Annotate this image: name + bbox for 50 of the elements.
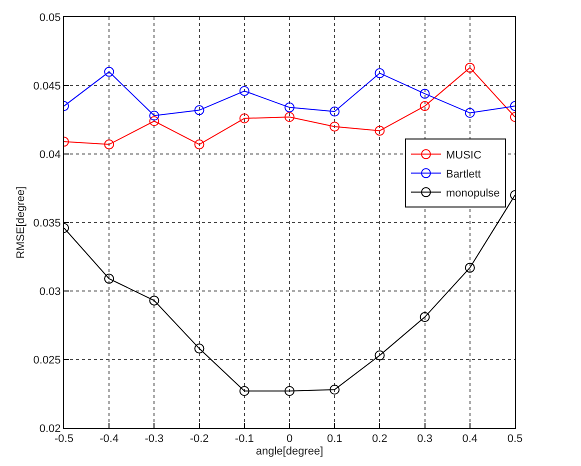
point <box>374 68 385 78</box>
point <box>194 105 204 116</box>
point <box>239 86 250 96</box>
y-axis-title: RMSE[degree] <box>14 186 27 259</box>
y-tick-label: 0.025 <box>33 354 61 366</box>
point <box>149 110 160 121</box>
point <box>104 274 114 284</box>
point <box>330 384 340 395</box>
point <box>420 312 430 322</box>
point <box>104 139 114 150</box>
point <box>330 122 340 132</box>
x-tick-label: 0 <box>286 433 293 446</box>
point <box>420 101 430 112</box>
point <box>284 386 294 396</box>
point <box>420 88 430 99</box>
x-tick-label: -0.4 <box>100 433 119 446</box>
point <box>464 262 475 273</box>
y-tick-label: 0.045 <box>33 80 61 92</box>
point <box>239 113 250 124</box>
y-tick-label: 0.02 <box>39 422 61 435</box>
point <box>330 106 340 117</box>
x-tick-label: -0.3 <box>144 433 164 446</box>
x-tick-label: 0.5 <box>507 433 523 446</box>
point <box>374 350 385 360</box>
x-axis-title: angle[degree] <box>256 445 324 458</box>
point <box>104 66 114 77</box>
point <box>464 108 475 118</box>
legend-label: monopulse <box>446 187 500 200</box>
y-tick-label: 0.035 <box>33 217 61 230</box>
x-tick-label: -0.1 <box>234 433 254 446</box>
point <box>149 116 160 126</box>
y-tick-label: 0.03 <box>39 286 61 298</box>
point <box>284 112 294 122</box>
x-tick-label: 0.3 <box>417 433 432 446</box>
point <box>194 344 204 354</box>
x-tick-label: 0.2 <box>372 433 388 446</box>
x-tick-label: -0.2 <box>190 433 209 446</box>
x-tick-label: -0.5 <box>54 433 74 446</box>
point <box>149 296 160 306</box>
y-tick-label: 0.04 <box>39 148 61 161</box>
point <box>464 62 475 73</box>
x-tick-label: 0.1 <box>326 433 342 446</box>
legend-label: Bartlett <box>446 168 481 180</box>
legend-label: MUSIC <box>446 149 482 162</box>
x-tick-label: 0.4 <box>462 433 478 446</box>
point <box>374 126 385 136</box>
point <box>194 139 204 150</box>
point <box>239 386 250 396</box>
point <box>284 102 294 112</box>
y-tick-label: 0.05 <box>39 12 61 24</box>
